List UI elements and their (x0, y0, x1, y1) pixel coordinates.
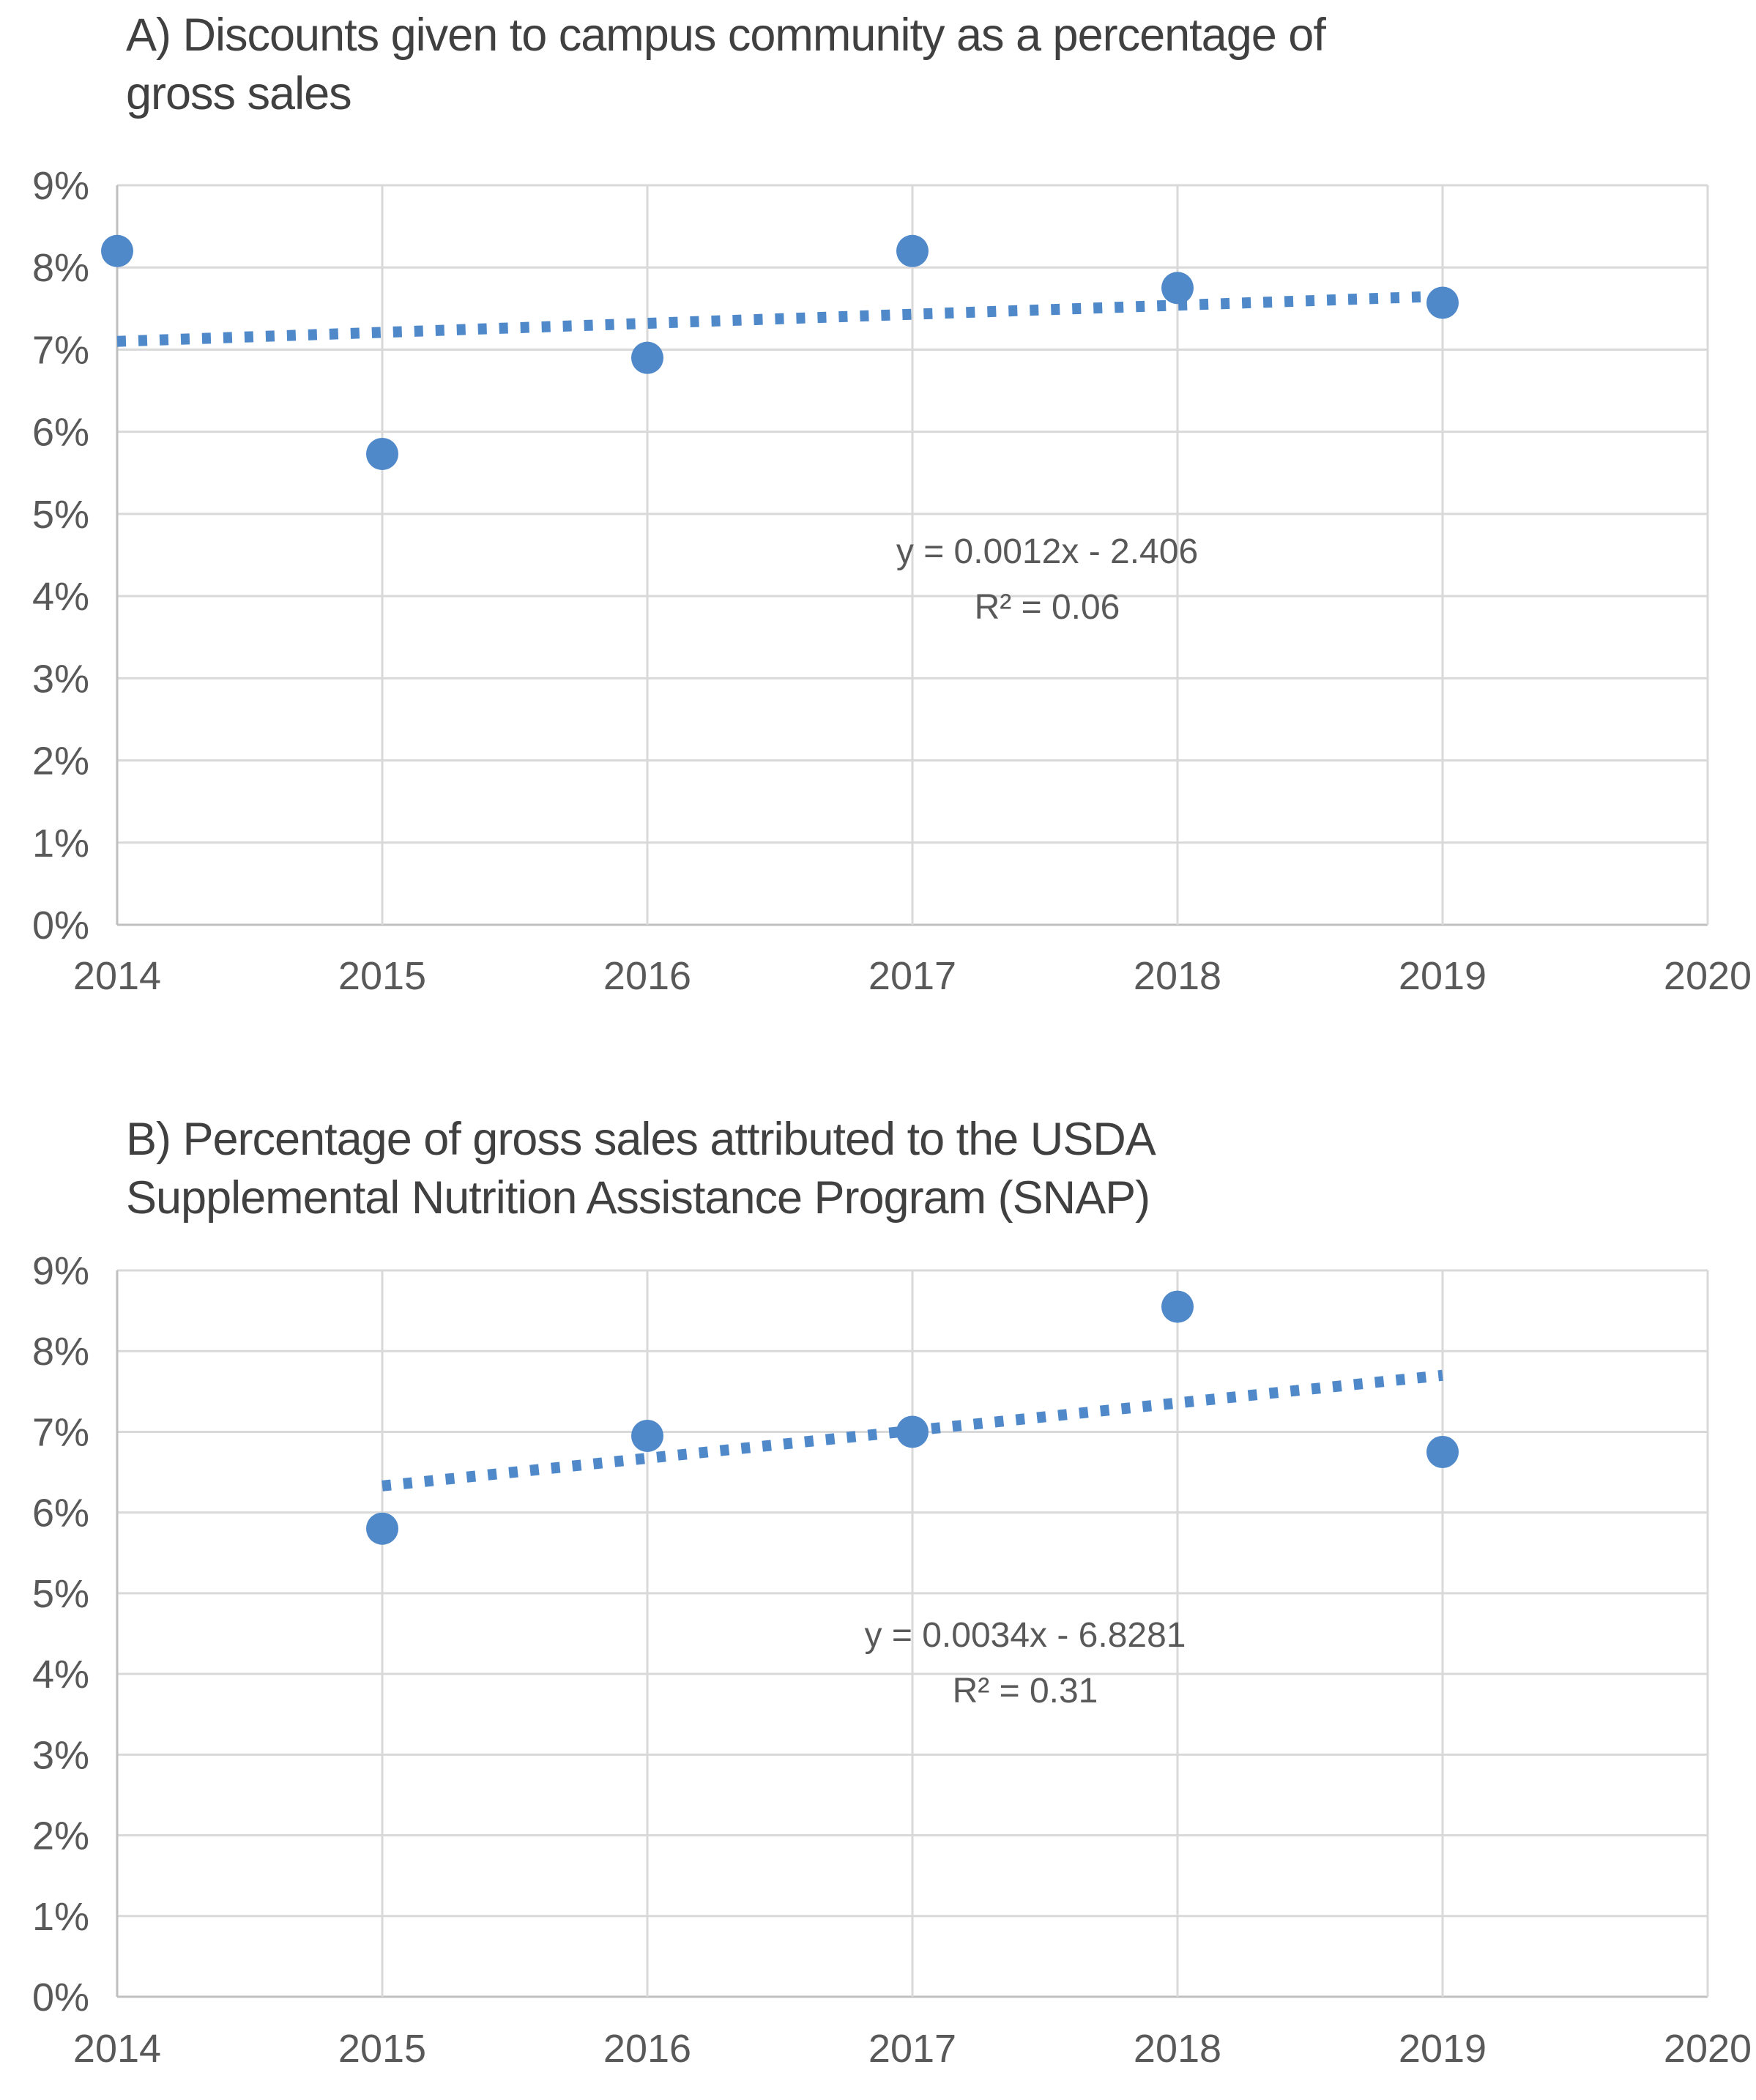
chart-a-title-line2: gross sales (126, 68, 352, 119)
data-point (631, 1419, 663, 1452)
x-tick-label: 2014 (73, 2027, 161, 2071)
x-tick-label: 2020 (1664, 2027, 1752, 2071)
y-tick-label: 8% (32, 246, 89, 290)
y-tick-label: 1% (32, 1895, 89, 1939)
trendline (116, 291, 1443, 347)
x-tick-label: 2019 (1399, 954, 1487, 998)
y-tick-label: 3% (32, 657, 89, 701)
x-tick-label: 2015 (338, 954, 426, 998)
y-tick-label: 0% (32, 904, 89, 947)
y-tick-label: 4% (32, 575, 89, 619)
chart-a-title: A) Discounts given to campus community a… (126, 6, 1326, 123)
x-tick-label: 2015 (338, 2027, 426, 2071)
y-tick-label: 6% (32, 411, 89, 455)
data-point (1426, 1436, 1459, 1468)
chart-b-title: B) Percentage of gross sales attributed … (126, 1110, 1156, 1227)
x-tick-label: 2020 (1664, 954, 1752, 998)
data-point (366, 437, 398, 470)
x-tick-label: 2016 (603, 954, 691, 998)
y-tick-label: 4% (32, 1653, 89, 1697)
chart-b-plot: 9% 8% 7% 6% 5% 4% 3% 2% 1% 0% 2014 2015 2016 2017 2018… (32, 1249, 1752, 2071)
chart-b-title-line2: Supplemental Nutrition Assistance Progra… (126, 1172, 1150, 1224)
chart-b-r-squared-text: R² = 0.31 (952, 1672, 1098, 1710)
data-point (896, 1415, 929, 1448)
data-point (896, 234, 929, 267)
chart-a-title-line1: A) Discounts given to campus community a… (126, 10, 1326, 61)
x-tick-label: 2017 (868, 2027, 956, 2071)
x-tick-label: 2014 (73, 954, 161, 998)
chart-b-trendline-label: y = 0.0034x - 6.8281 R² = 0.31 (865, 1608, 1186, 1719)
x-tick-label: 2017 (868, 954, 956, 998)
y-tick-label: 3% (32, 1733, 89, 1777)
x-tick-label: 2018 (1134, 2027, 1221, 2071)
chart-a-r-squared-text: R² = 0.06 (974, 588, 1120, 627)
chart-a-trendline-label: y = 0.0012x - 2.406 R² = 0.06 (896, 524, 1198, 636)
data-point (1161, 272, 1194, 305)
y-tick-label: 7% (32, 1410, 89, 1454)
chart-a-plot: 9% 8% 7% 6% 5% 4% 3% 2% 1% 0% 2014 2015 2016 2017 2018… (32, 164, 1752, 998)
data-point (101, 234, 133, 267)
y-tick-label: 2% (32, 740, 89, 783)
data-point (1161, 1290, 1194, 1323)
y-tick-label: 5% (32, 1572, 89, 1616)
y-tick-label: 9% (32, 164, 89, 208)
data-point (631, 341, 663, 374)
y-tick-label: 1% (32, 822, 89, 865)
y-tick-label: 2% (32, 1814, 89, 1858)
y-tick-label: 5% (32, 493, 89, 537)
y-tick-label: 8% (32, 1330, 89, 1374)
x-tick-label: 2018 (1134, 954, 1221, 998)
data-point (366, 1512, 398, 1545)
chart-b-equation-text: y = 0.0034x - 6.8281 (864, 1616, 1186, 1655)
x-tick-label: 2016 (603, 2027, 691, 2071)
chart-a-equation-text: y = 0.0012x - 2.406 (896, 532, 1199, 571)
y-tick-label: 6% (32, 1492, 89, 1535)
y-tick-label: 7% (32, 328, 89, 372)
x-tick-label: 2019 (1399, 2027, 1487, 2071)
y-tick-label: 9% (32, 1249, 89, 1293)
data-point (1426, 286, 1459, 319)
chart-b-title-line1: B) Percentage of gross sales attributed … (126, 1114, 1156, 1165)
y-tick-label: 0% (32, 1976, 89, 2019)
